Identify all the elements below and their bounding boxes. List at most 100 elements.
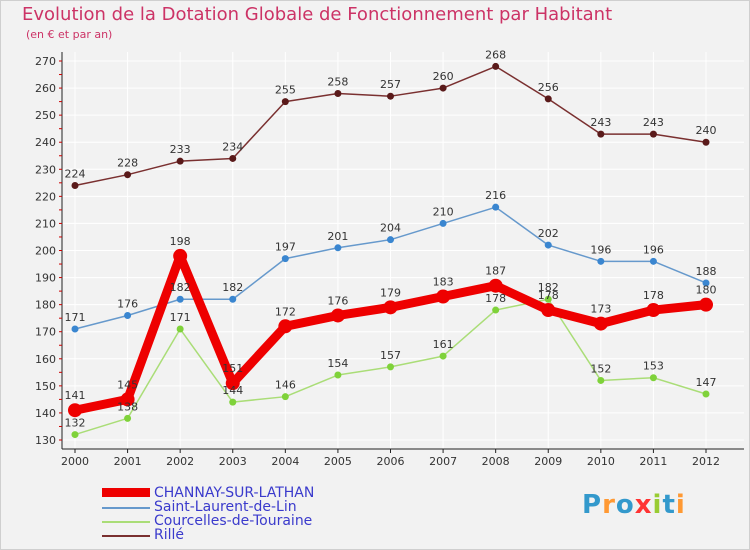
data-point bbox=[229, 295, 237, 303]
y-tick-label: 150 bbox=[35, 380, 56, 393]
data-point bbox=[120, 392, 135, 407]
data-label: 196 bbox=[590, 243, 611, 256]
data-label: 202 bbox=[538, 227, 559, 240]
data-label: 152 bbox=[590, 362, 611, 375]
data-point bbox=[173, 248, 188, 263]
data-label: 182 bbox=[538, 281, 559, 294]
y-tick-label: 180 bbox=[35, 299, 56, 312]
y-tick-label: 230 bbox=[35, 163, 56, 176]
data-label: 198 bbox=[170, 235, 191, 248]
x-tick-label: 2001 bbox=[114, 455, 142, 468]
data-label: 171 bbox=[65, 311, 86, 324]
data-point bbox=[436, 289, 451, 304]
data-point bbox=[387, 236, 394, 244]
data-label: 178 bbox=[643, 289, 664, 302]
data-label: 172 bbox=[275, 305, 296, 318]
data-point bbox=[492, 306, 500, 314]
data-label: 233 bbox=[170, 143, 191, 156]
data-label: 154 bbox=[327, 357, 348, 370]
chart-title: Evolution de la Dotation Globale de Fonc… bbox=[22, 4, 613, 25]
data-label: 180 bbox=[696, 284, 717, 297]
data-label: 255 bbox=[275, 84, 296, 97]
data-label: 146 bbox=[275, 379, 296, 392]
data-point bbox=[383, 300, 398, 315]
y-tick-label: 240 bbox=[35, 136, 56, 149]
data-point bbox=[597, 376, 605, 384]
data-point bbox=[544, 295, 552, 303]
y-tick-label: 250 bbox=[35, 109, 56, 122]
data-label: 210 bbox=[433, 205, 454, 218]
data-point bbox=[71, 431, 79, 439]
data-point bbox=[176, 325, 184, 333]
x-tick-label: 2007 bbox=[429, 455, 457, 468]
y-tick-label: 190 bbox=[35, 272, 56, 285]
data-label: 179 bbox=[380, 286, 401, 299]
data-point bbox=[488, 278, 503, 293]
data-label: 268 bbox=[485, 48, 506, 61]
x-tick-label: 2008 bbox=[482, 455, 510, 468]
data-label: 228 bbox=[117, 157, 138, 170]
data-point bbox=[278, 319, 293, 334]
data-point bbox=[439, 352, 447, 360]
data-point bbox=[229, 154, 237, 162]
data-point bbox=[544, 241, 552, 249]
data-label: 234 bbox=[222, 140, 243, 153]
data-point bbox=[649, 257, 657, 265]
legend-label: Saint-Laurent-de-Lin bbox=[154, 499, 297, 515]
data-point bbox=[702, 279, 710, 287]
data-point bbox=[225, 376, 240, 391]
chart-subtitle: (en € et par an) bbox=[26, 28, 113, 41]
data-label: 257 bbox=[380, 78, 401, 91]
data-label: 260 bbox=[433, 70, 454, 83]
data-point bbox=[439, 219, 447, 227]
data-point bbox=[334, 371, 342, 379]
data-point bbox=[334, 89, 342, 97]
data-label: 157 bbox=[380, 349, 401, 362]
data-label: 240 bbox=[696, 124, 717, 137]
data-label: 182 bbox=[222, 281, 243, 294]
data-point bbox=[124, 414, 132, 422]
data-point bbox=[597, 257, 605, 265]
data-label: 182 bbox=[170, 281, 191, 294]
data-label: 216 bbox=[485, 189, 506, 202]
data-label: 243 bbox=[643, 116, 664, 129]
legend-swatch bbox=[102, 535, 150, 537]
data-point bbox=[387, 363, 394, 371]
data-point bbox=[646, 303, 661, 318]
data-label: 196 bbox=[643, 243, 664, 256]
data-label: 171 bbox=[170, 311, 191, 324]
data-point bbox=[593, 316, 608, 331]
data-label: 178 bbox=[485, 292, 506, 305]
data-label: 176 bbox=[327, 294, 348, 307]
data-point bbox=[176, 295, 184, 303]
data-label: 197 bbox=[275, 241, 296, 254]
data-label: 187 bbox=[485, 265, 506, 278]
data-point bbox=[597, 130, 605, 138]
legend-label: Courcelles-de-Touraine bbox=[154, 513, 313, 529]
legend-swatch bbox=[102, 488, 150, 497]
x-tick-label: 2011 bbox=[639, 455, 667, 468]
legend-swatch bbox=[102, 507, 150, 509]
x-tick-label: 2006 bbox=[377, 455, 405, 468]
legend-label: CHANNAY-SUR-LATHAN bbox=[154, 485, 315, 501]
data-label: 258 bbox=[327, 75, 348, 88]
legend-label: Rillé bbox=[154, 527, 185, 543]
y-tick-label: 160 bbox=[35, 353, 56, 366]
y-tick-label: 270 bbox=[35, 55, 56, 68]
data-point bbox=[68, 403, 82, 418]
data-point bbox=[699, 297, 713, 312]
data-point bbox=[71, 325, 79, 333]
data-point bbox=[281, 255, 289, 263]
data-point bbox=[649, 130, 657, 138]
y-tick-label: 210 bbox=[35, 217, 56, 230]
proxiti-logo: Proxiti bbox=[582, 490, 686, 520]
data-label: 176 bbox=[117, 297, 138, 310]
data-point bbox=[544, 95, 552, 103]
y-tick-label: 130 bbox=[35, 434, 56, 447]
data-label: 132 bbox=[65, 417, 86, 430]
data-label: 161 bbox=[433, 338, 454, 351]
data-point bbox=[281, 393, 289, 401]
data-point bbox=[124, 171, 132, 179]
data-label: 147 bbox=[696, 376, 717, 389]
data-label: 145 bbox=[117, 378, 138, 391]
